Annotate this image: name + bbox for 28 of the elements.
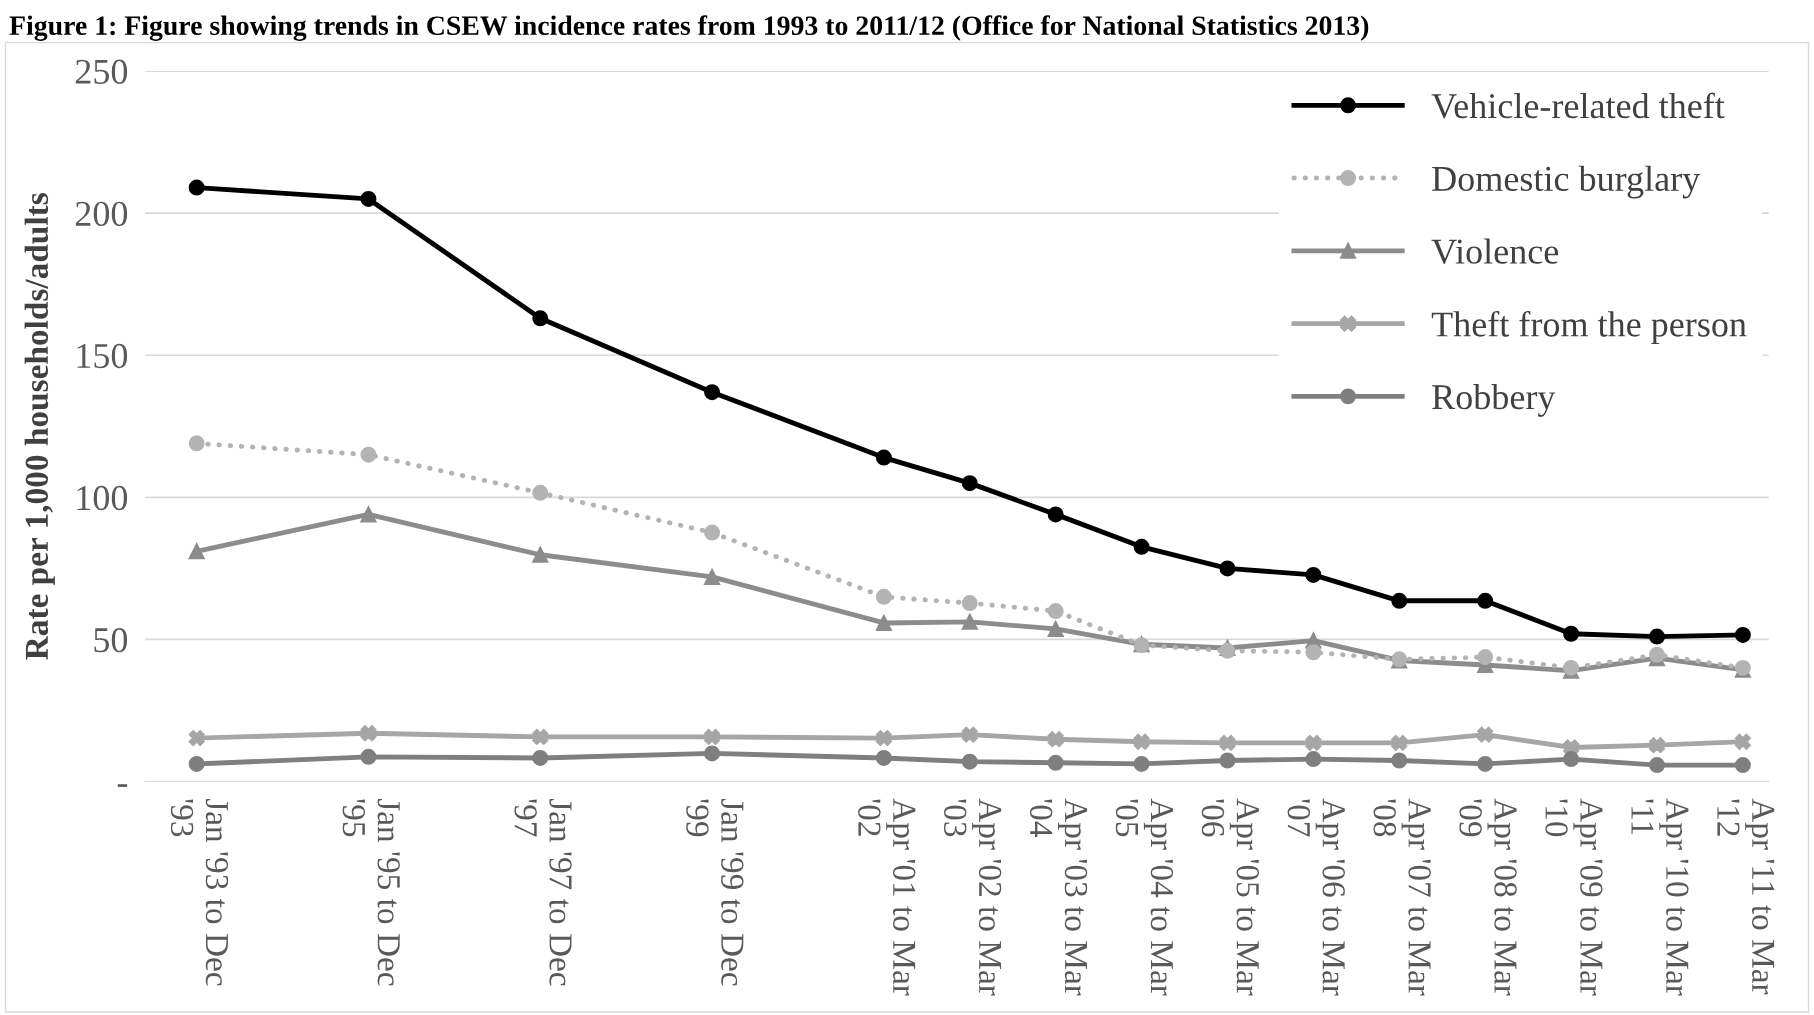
x-tick-label: Apr '08 to Mar '09: [1459, 798, 1517, 996]
x-tick-label: Apr '07 to Mar '08: [1373, 798, 1431, 996]
x-tick-label: Apr '01 to Mar '02: [858, 798, 916, 996]
chart-title: Figure 1: Figure showing trends in CSEW incidence rates from 1993 to 2011/12 (Office for National Statistics 2013): [9, 15, 1369, 41]
x-tick-label: Jan '97 to Dec '97: [514, 798, 572, 986]
x-tick-label: Jan '93 to Dec '93: [170, 798, 229, 986]
y-axis-title: Rate per 1,000 households/adults: [24, 193, 55, 660]
x-tick-label: Jan '95 to Dec '95: [342, 798, 400, 986]
y-tick-label: -: [117, 784, 128, 787]
x-tick-label: Apr '06 to Mar '07: [1287, 798, 1345, 996]
x-tick-label: Apr '03 to Mar '04: [1029, 798, 1088, 996]
x-tick-label: Jan '99 to Dec '99: [686, 798, 744, 986]
y-tick-label: 150: [77, 343, 128, 369]
x-tick-label: Apr '02 to Mar '03: [944, 798, 1002, 996]
y-tick-label: 200: [75, 201, 128, 227]
legend-label: Vehicle-related theft: [1431, 92, 1725, 119]
x-tick-label: Apr '11 to Mar '12: [1717, 798, 1775, 995]
y-tick-label: 100: [77, 485, 128, 511]
y-tick-label: 50: [94, 627, 128, 653]
x-tick-label: Apr '04 to Mar '05: [1115, 798, 1174, 996]
x-tick-label: Apr '05 to Mar '06: [1201, 798, 1260, 996]
x-tick-label: Apr '10 to Mar '11: [1631, 798, 1689, 996]
y-tick-label: 250: [75, 59, 128, 84]
x-tick-label: Apr '09 to Mar '10: [1545, 798, 1603, 996]
legend-label: Robbery: [1432, 383, 1556, 417]
legend-label: Domestic burglary: [1432, 165, 1701, 199]
legend-label: Theft from the person: [1431, 310, 1747, 344]
legend-label: Violence: [1431, 238, 1559, 265]
